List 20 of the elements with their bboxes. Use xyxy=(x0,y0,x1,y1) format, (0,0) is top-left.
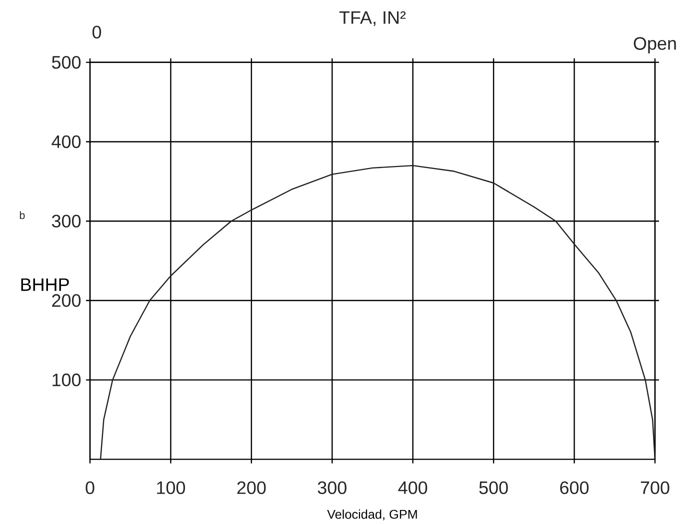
y-tick-label: 400 xyxy=(52,135,81,148)
x-tick-label: 400 xyxy=(398,481,428,494)
y-tick-label: 500 xyxy=(52,56,81,69)
x2-axis-title: TFA, IN² xyxy=(339,11,406,26)
x-tick-label: 600 xyxy=(560,481,589,494)
y-tick-label: 200 xyxy=(52,294,81,307)
x-tick-label: 100 xyxy=(157,481,186,494)
x-tick-label: 0 xyxy=(86,481,94,494)
line-series xyxy=(100,164,656,460)
y-axis-title: BHHP xyxy=(21,278,69,291)
x-tick-label: 500 xyxy=(479,481,508,494)
text: Open xyxy=(634,37,676,54)
x-tick-label: 200 xyxy=(237,481,266,494)
x-axis-title: Velocidad, GPM xyxy=(327,509,417,520)
y-tick-label: 100 xyxy=(52,374,81,386)
y-tick-label: 300 xyxy=(52,214,81,228)
text: 0 xyxy=(92,26,102,39)
text: b xyxy=(20,211,25,220)
x-tick-label: 700 xyxy=(640,481,670,494)
x-tick-label: 300 xyxy=(318,481,346,494)
